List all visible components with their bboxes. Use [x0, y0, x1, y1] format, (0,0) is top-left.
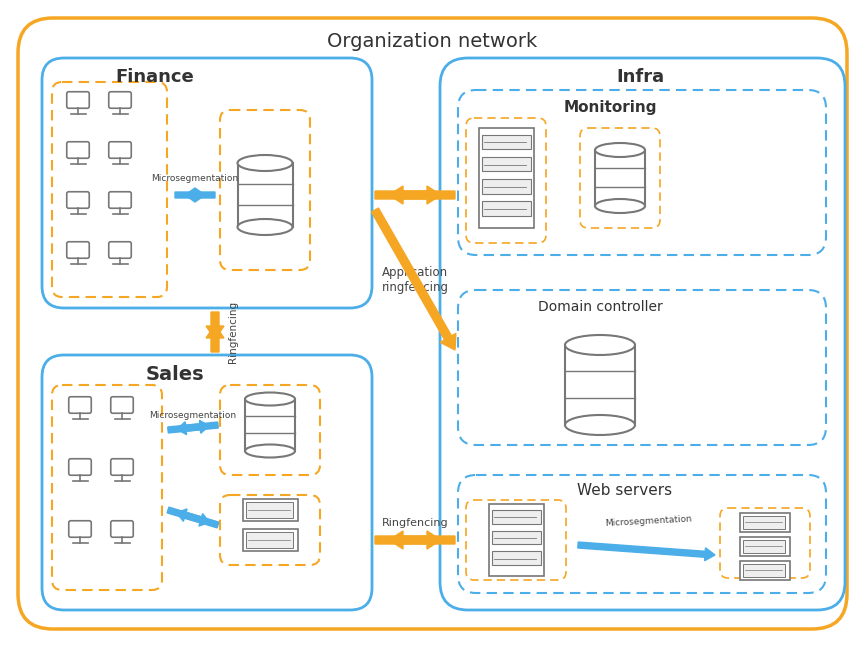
FancyBboxPatch shape	[111, 459, 133, 476]
FancyArrow shape	[375, 186, 441, 204]
FancyBboxPatch shape	[68, 459, 91, 476]
FancyArrow shape	[168, 421, 209, 433]
Text: Sales: Sales	[145, 365, 204, 384]
FancyBboxPatch shape	[111, 397, 133, 413]
Bar	[246, 502, 292, 518]
Bar	[740, 560, 790, 580]
Bar	[740, 512, 790, 531]
Bar	[482, 157, 530, 171]
FancyArrow shape	[389, 186, 455, 204]
FancyArrow shape	[375, 531, 441, 549]
Ellipse shape	[238, 219, 292, 235]
Text: Ringfencing: Ringfencing	[381, 518, 448, 528]
Text: Finance: Finance	[116, 68, 195, 86]
FancyBboxPatch shape	[18, 18, 847, 629]
FancyArrow shape	[167, 507, 209, 526]
Bar	[245, 399, 295, 451]
FancyBboxPatch shape	[67, 142, 89, 159]
Text: Microsegmentation: Microsegmentation	[605, 514, 692, 528]
Text: Domain controller: Domain controller	[538, 300, 663, 314]
Bar	[491, 510, 541, 523]
Bar	[740, 536, 790, 556]
FancyBboxPatch shape	[68, 521, 91, 537]
FancyBboxPatch shape	[109, 192, 131, 208]
Bar	[491, 531, 541, 544]
Text: Organization network: Organization network	[327, 32, 537, 51]
Ellipse shape	[595, 199, 645, 213]
Text: Ringfencing: Ringfencing	[228, 301, 238, 363]
Bar	[565, 345, 635, 425]
FancyBboxPatch shape	[111, 521, 133, 537]
Bar	[743, 540, 785, 553]
Ellipse shape	[245, 393, 295, 406]
FancyArrow shape	[372, 208, 456, 350]
FancyArrow shape	[185, 188, 215, 202]
Text: Application
ringfencing: Application ringfencing	[381, 266, 448, 294]
Ellipse shape	[595, 143, 645, 157]
FancyBboxPatch shape	[68, 397, 91, 413]
FancyBboxPatch shape	[109, 142, 131, 159]
Bar	[482, 201, 530, 216]
Text: Microsegmentation: Microsegmentation	[150, 411, 236, 420]
Bar	[238, 163, 292, 227]
Text: Monitoring: Monitoring	[563, 100, 657, 115]
Bar	[242, 499, 298, 521]
FancyArrow shape	[578, 542, 715, 561]
FancyArrow shape	[389, 531, 455, 549]
Bar	[478, 128, 534, 228]
FancyBboxPatch shape	[109, 92, 131, 108]
Ellipse shape	[245, 444, 295, 457]
FancyArrow shape	[176, 509, 219, 528]
FancyBboxPatch shape	[67, 92, 89, 108]
FancyArrow shape	[175, 188, 205, 202]
Bar	[482, 179, 530, 193]
Text: Microsegmentation: Microsegmentation	[151, 174, 239, 183]
Text: Web servers: Web servers	[578, 483, 673, 498]
Bar	[595, 150, 645, 206]
Bar	[491, 551, 541, 565]
FancyBboxPatch shape	[67, 242, 89, 258]
Bar	[743, 516, 785, 529]
Ellipse shape	[565, 335, 635, 355]
Ellipse shape	[238, 155, 292, 171]
FancyBboxPatch shape	[109, 242, 131, 258]
FancyBboxPatch shape	[67, 192, 89, 208]
FancyArrow shape	[177, 422, 218, 435]
FancyArrow shape	[206, 312, 224, 339]
Bar	[242, 529, 298, 551]
Bar	[246, 532, 292, 548]
Bar	[482, 135, 530, 149]
Bar	[743, 564, 785, 576]
Ellipse shape	[565, 415, 635, 435]
Text: Infra: Infra	[616, 68, 664, 86]
FancyArrow shape	[206, 325, 224, 352]
Bar	[489, 504, 543, 576]
